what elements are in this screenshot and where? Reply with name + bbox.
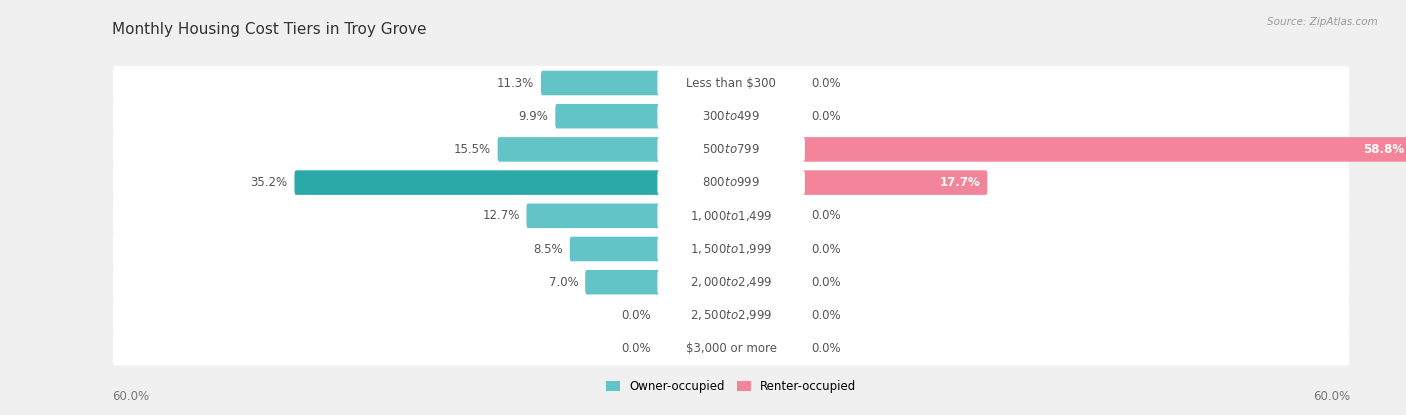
FancyBboxPatch shape <box>658 336 804 361</box>
Text: 0.0%: 0.0% <box>811 76 841 90</box>
FancyBboxPatch shape <box>658 203 804 228</box>
FancyBboxPatch shape <box>294 170 661 195</box>
FancyBboxPatch shape <box>658 104 804 129</box>
FancyBboxPatch shape <box>658 137 804 162</box>
Text: 0.0%: 0.0% <box>811 110 841 123</box>
FancyBboxPatch shape <box>658 303 804 328</box>
Text: $300 to $499: $300 to $499 <box>702 110 761 123</box>
Text: 11.3%: 11.3% <box>496 76 534 90</box>
FancyBboxPatch shape <box>658 71 804 95</box>
FancyBboxPatch shape <box>112 332 1350 366</box>
Text: 0.0%: 0.0% <box>811 242 841 256</box>
FancyBboxPatch shape <box>658 270 804 295</box>
Legend: Owner-occupied, Renter-occupied: Owner-occupied, Renter-occupied <box>600 376 862 398</box>
Text: 58.8%: 58.8% <box>1364 143 1405 156</box>
FancyBboxPatch shape <box>541 71 661 95</box>
FancyBboxPatch shape <box>658 237 804 261</box>
Text: $2,000 to $2,499: $2,000 to $2,499 <box>690 275 772 289</box>
Text: Source: ZipAtlas.com: Source: ZipAtlas.com <box>1267 17 1378 27</box>
Text: 0.0%: 0.0% <box>811 342 841 355</box>
Text: $500 to $799: $500 to $799 <box>702 143 761 156</box>
Text: 0.0%: 0.0% <box>621 342 651 355</box>
Text: 0.0%: 0.0% <box>811 309 841 322</box>
Text: 15.5%: 15.5% <box>454 143 491 156</box>
FancyBboxPatch shape <box>801 170 987 195</box>
FancyBboxPatch shape <box>801 137 1406 162</box>
FancyBboxPatch shape <box>112 199 1350 233</box>
Text: $1,000 to $1,499: $1,000 to $1,499 <box>690 209 772 223</box>
Text: Less than $300: Less than $300 <box>686 76 776 90</box>
FancyBboxPatch shape <box>112 232 1350 266</box>
Text: 60.0%: 60.0% <box>112 390 149 403</box>
Text: $800 to $999: $800 to $999 <box>702 176 761 189</box>
Text: $2,500 to $2,999: $2,500 to $2,999 <box>690 308 772 322</box>
FancyBboxPatch shape <box>112 132 1350 166</box>
FancyBboxPatch shape <box>112 298 1350 332</box>
Text: $3,000 or more: $3,000 or more <box>686 342 776 355</box>
Text: 17.7%: 17.7% <box>939 176 980 189</box>
FancyBboxPatch shape <box>569 237 661 261</box>
Text: $1,500 to $1,999: $1,500 to $1,999 <box>690 242 772 256</box>
Text: 35.2%: 35.2% <box>250 176 288 189</box>
FancyBboxPatch shape <box>526 203 661 228</box>
FancyBboxPatch shape <box>555 104 661 129</box>
FancyBboxPatch shape <box>112 265 1350 299</box>
Text: 60.0%: 60.0% <box>1313 390 1350 403</box>
Text: Monthly Housing Cost Tiers in Troy Grove: Monthly Housing Cost Tiers in Troy Grove <box>112 22 427 37</box>
Text: 0.0%: 0.0% <box>811 209 841 222</box>
FancyBboxPatch shape <box>498 137 661 162</box>
FancyBboxPatch shape <box>585 270 661 295</box>
FancyBboxPatch shape <box>658 170 804 195</box>
Text: 7.0%: 7.0% <box>548 276 578 289</box>
Text: 0.0%: 0.0% <box>621 309 651 322</box>
Text: 0.0%: 0.0% <box>811 276 841 289</box>
FancyBboxPatch shape <box>112 99 1350 133</box>
Text: 12.7%: 12.7% <box>482 209 520 222</box>
Text: 9.9%: 9.9% <box>519 110 548 123</box>
FancyBboxPatch shape <box>112 166 1350 200</box>
Text: 8.5%: 8.5% <box>533 242 562 256</box>
FancyBboxPatch shape <box>112 66 1350 100</box>
